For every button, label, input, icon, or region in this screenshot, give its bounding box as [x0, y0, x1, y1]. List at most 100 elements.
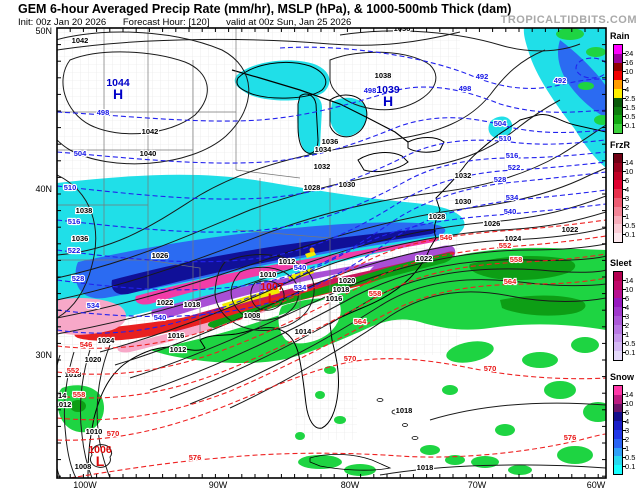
legend-value: 10	[625, 167, 634, 176]
legend-value: 14	[625, 390, 634, 399]
isobar-label: 1026	[484, 219, 501, 228]
thickness-label-red: 564	[504, 277, 517, 286]
isobar-label: 1024	[98, 336, 116, 345]
legend-tick	[623, 53, 626, 54]
legend-tick	[623, 430, 626, 431]
map-subtitle: Init: 00z Jan 20 2026 Forecast Hour: [12…	[18, 17, 365, 28]
pressure-center-value: 1007	[260, 281, 284, 293]
isobar-label: 1036	[394, 24, 411, 33]
legend-tick	[623, 71, 626, 72]
legend-value: 2.5	[625, 94, 636, 103]
isobar-label: 1034	[315, 145, 333, 154]
thickness-label-red: 552	[67, 366, 80, 375]
isobar-label: 1014	[295, 327, 313, 336]
legend-value: 3	[625, 312, 630, 321]
rain-scattered-blobs	[295, 28, 606, 476]
longitude-label: 80W	[341, 480, 360, 490]
legend-tick	[623, 162, 626, 163]
lake-michigan-outline	[297, 93, 319, 154]
thickness-label-red: 546	[440, 233, 453, 242]
thickness-label-blue: 492	[476, 72, 489, 81]
legend-tick	[623, 89, 626, 90]
legend-tick	[623, 107, 626, 108]
longitude-label: 60W	[587, 480, 606, 490]
isobar-label: 1010	[86, 427, 103, 436]
title-bar: GEM 6-hour Averaged Precip Rate (mm/hr),…	[0, 0, 640, 28]
state-borders	[57, 28, 331, 340]
pressure-center-letter: H	[383, 93, 393, 109]
isobar-label: 1012	[170, 345, 187, 354]
legend-value: 14	[625, 276, 634, 285]
thickness-label-blue: 528	[72, 274, 85, 283]
snow-colorado-spots	[58, 194, 76, 256]
legend-value: 6	[625, 176, 630, 185]
thickness-label-blue: 528	[494, 175, 507, 184]
legend-title-snow: Snow	[610, 372, 634, 382]
legend-tick	[623, 325, 626, 326]
pressure-center-letter: L	[96, 453, 105, 469]
legend-value: 3	[625, 194, 630, 203]
isobar-label: 1012	[279, 257, 296, 266]
latitude-label: 50N	[35, 26, 52, 36]
legend-value: 2	[625, 321, 630, 330]
isobar-label: 1042	[142, 127, 159, 136]
legend-value: 0.5	[625, 112, 636, 121]
thickness-label-blue: 540	[294, 263, 307, 272]
thickness-label-blue: 498	[459, 84, 472, 93]
snow-lake-michigan	[297, 95, 322, 155]
legend-value: 0.5	[625, 453, 636, 462]
legend-cell	[614, 124, 622, 134]
legend-title-rain: Rain	[610, 31, 630, 41]
thickness-label-blue: 516	[506, 151, 519, 160]
thickness-label-red: 558	[73, 390, 86, 399]
pressure-center-letter: H	[113, 86, 123, 102]
thickness-label-blue: 516	[68, 217, 81, 226]
legend-tick	[623, 80, 626, 81]
latitude-label: 40N	[35, 184, 52, 194]
legend-value: 1.5	[625, 103, 636, 112]
isobar-label: 1036	[322, 137, 339, 146]
thickness-label-blue: 534	[506, 193, 519, 202]
lake-huron-outline	[329, 94, 368, 138]
legend-tick	[623, 394, 626, 395]
legend-value: 0.1	[625, 348, 636, 357]
isobar-label: 1020	[85, 355, 102, 364]
thickness-label-blue: 534	[294, 283, 307, 292]
rain-south-texas-core	[70, 400, 86, 412]
thickness-label-blue: 540	[154, 313, 167, 322]
legend-tick	[623, 439, 626, 440]
isobar-label: 1024	[505, 234, 523, 243]
legend-value: 6	[625, 408, 630, 417]
legend-value: 3	[625, 426, 630, 435]
legend-tick	[623, 316, 626, 317]
isobar-label-layer: 1042103610421040103810361038103610341032…	[55, 24, 579, 473]
isobar-label: 1026	[152, 251, 169, 260]
legend-value: 4	[625, 303, 630, 312]
legend-tick	[623, 403, 626, 404]
thickness-label-red: 576	[564, 433, 577, 442]
lake-ontario-outline	[407, 137, 445, 153]
legend-tick	[623, 180, 626, 181]
legend-tick	[623, 298, 626, 299]
thickness-label-blue: 504	[74, 149, 87, 158]
legend-value: 4	[625, 417, 630, 426]
thickness-label-blue: 540	[504, 207, 517, 216]
legend-bar-rain	[613, 44, 623, 134]
legend-title-frzr: FrzR	[610, 140, 630, 150]
isobar-label: 1016	[326, 294, 343, 303]
us-canada-border	[231, 69, 409, 143]
isobar-label: 1022	[416, 254, 433, 263]
watermark: TROPICALTIDBITS.COM	[500, 14, 637, 26]
legend-value: 0.5	[625, 221, 636, 230]
legend-cell	[614, 351, 622, 361]
thickness-label-red: 564	[354, 317, 367, 326]
init-time: Init: 00z Jan 20 2026	[18, 17, 107, 28]
sleet-band	[151, 245, 451, 320]
legend-tick	[623, 421, 626, 422]
legend-value: 4	[625, 85, 630, 94]
thickness-contours-red	[57, 219, 606, 478]
isobar-label: 1038	[375, 71, 392, 80]
legend-value: 10	[625, 67, 634, 76]
isobar-label: 1012	[55, 400, 72, 409]
